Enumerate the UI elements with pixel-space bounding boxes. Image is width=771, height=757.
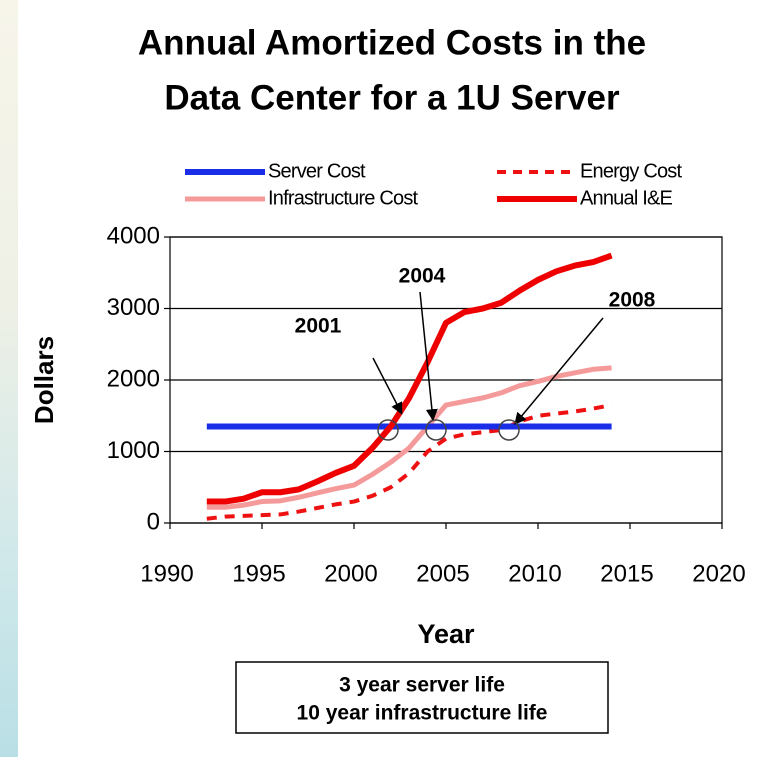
annotation-arrow: [419, 291, 438, 422]
y-tick-label: 3000: [107, 294, 160, 321]
annotation-arrow: [372, 357, 403, 415]
series-line: [206, 252, 613, 505]
x-tick-label: 2020: [692, 560, 745, 587]
series-line: [206, 365, 612, 510]
annotation: 2004: [399, 265, 446, 288]
note: 10 year infrastructure life: [297, 702, 548, 725]
legend-label: Infrastructure Cost: [268, 187, 419, 209]
note-box: [235, 661, 609, 734]
annotation-arrow: [514, 317, 604, 425]
chart-title: Data Center for a 1U Server: [164, 78, 620, 117]
crossover-circle: [425, 419, 447, 441]
x-tick-label: 2010: [508, 560, 561, 587]
y-tick-label: 4000: [107, 222, 160, 249]
y-axis-label: Dollars: [29, 336, 59, 424]
x-tick-label: 1990: [140, 560, 193, 587]
note: 3 year server life: [339, 674, 505, 697]
x-axis-label: Year: [417, 619, 475, 649]
legend-label: Annual I&E: [580, 187, 673, 209]
legend-label: Energy Cost: [580, 160, 682, 182]
x-tick-label: 2005: [416, 560, 469, 587]
crossover-circle: [498, 419, 520, 441]
annotation: 2001: [295, 315, 342, 338]
crossover-circle: [377, 419, 399, 441]
y-tick-label: 2000: [107, 365, 160, 392]
chart-title: Annual Amortized Costs in the: [138, 23, 646, 62]
legend-label: Server Cost: [268, 160, 366, 182]
x-tick-label: 2015: [600, 560, 653, 587]
x-tick-label: 1995: [232, 560, 285, 587]
annotation: 2008: [609, 289, 656, 312]
series-line: [206, 403, 612, 521]
y-tick-label: 1000: [107, 437, 160, 464]
slide-edge: [0, 0, 18, 757]
y-tick-label: 0: [147, 508, 160, 535]
x-tick-label: 2000: [324, 560, 377, 587]
